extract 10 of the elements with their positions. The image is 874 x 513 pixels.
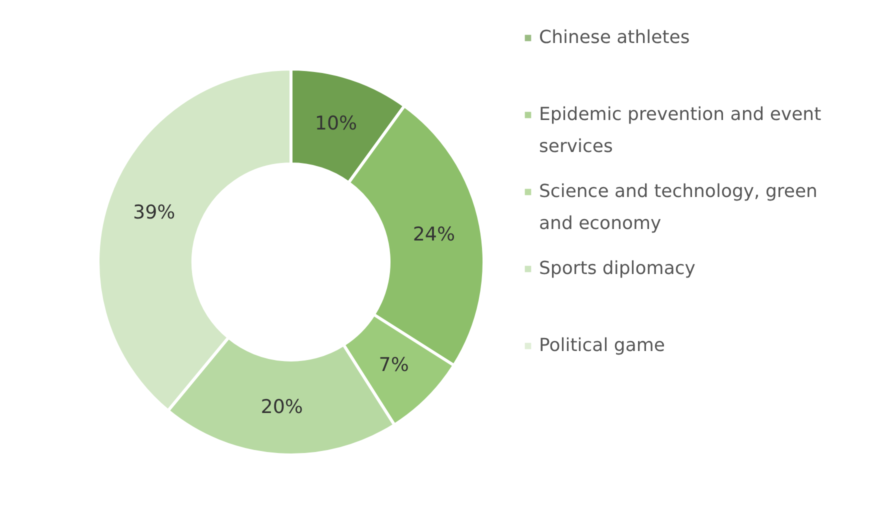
legend-label: Chinese athletes xyxy=(539,27,690,48)
legend-label: Epidemic prevention and event services xyxy=(539,104,822,157)
data-label: 10% xyxy=(314,112,358,135)
data-label: 20% xyxy=(260,396,303,418)
legend-label: Sports diplomacy xyxy=(539,258,696,279)
legend-label: Political game xyxy=(539,335,665,356)
data-label: 24% xyxy=(412,224,456,246)
legend-label: Science and technology, green and economy xyxy=(539,181,818,234)
data-label: 7% xyxy=(378,354,409,376)
data-label: 39% xyxy=(132,202,176,224)
